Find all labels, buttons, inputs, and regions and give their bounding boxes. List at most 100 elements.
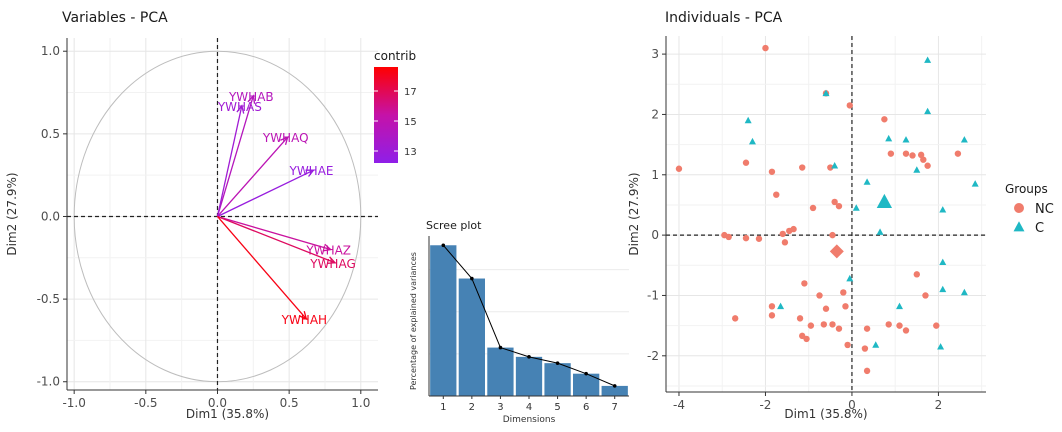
- individual-point-c: [924, 107, 932, 115]
- individual-point-nc: [768, 303, 776, 310]
- individual-point-nc: [863, 367, 871, 375]
- y-tick-label: 0.0: [41, 209, 60, 223]
- y-tick-label: 0.5: [41, 127, 60, 141]
- individual-point-nc: [913, 271, 921, 278]
- ind-y-axis-label: Dim2 (27.9%): [627, 172, 641, 255]
- scree-bar: [544, 363, 571, 396]
- legend-key-c: [1013, 221, 1025, 232]
- variable-arrow-ywhab: [216, 95, 254, 217]
- individual-point-c: [937, 343, 945, 350]
- individual-point-nc: [781, 239, 789, 246]
- variable-label-ywhab: YWHAB: [228, 90, 274, 104]
- individual-point-c: [748, 137, 756, 145]
- individual-point-c: [939, 285, 947, 293]
- individual-point-c: [896, 302, 904, 310]
- variable-arrow-head: [298, 311, 308, 321]
- contrib-legend-title: contrib: [374, 49, 416, 63]
- y-tick-label: 1.0: [41, 44, 60, 58]
- groups-legend: Groups NC C: [1005, 182, 1054, 236]
- scree-point: [584, 371, 588, 376]
- ind-x-tick-label: 2: [935, 398, 943, 412]
- individual-point-nc: [885, 321, 892, 328]
- scree-x-label: Dimensions: [503, 415, 556, 425]
- variable-label-ywhaq: YWHAQ: [262, 131, 309, 145]
- scree-bar: [430, 245, 457, 396]
- ind-x-axis-label: Dim1 (35.8%): [784, 407, 867, 421]
- scree-x-tick-label: 1: [440, 402, 446, 413]
- individual-point-nc: [835, 202, 843, 210]
- individual-point-c: [863, 178, 871, 185]
- legend-label-c: C: [1035, 221, 1044, 236]
- scree-point: [612, 384, 617, 388]
- ind-y-tick-label: 2: [651, 107, 659, 121]
- individual-point-c: [876, 228, 884, 235]
- colorbar-tick-label: 15: [404, 117, 417, 128]
- group-centroid-nc: [829, 244, 844, 259]
- groups-legend-title: Groups: [1005, 182, 1048, 196]
- individual-point-nc: [755, 235, 763, 242]
- individual-point-nc: [861, 345, 869, 352]
- x-tick-label: 1.0: [351, 396, 370, 410]
- individual-point-c: [744, 116, 752, 124]
- variable-arrow-ywhaq: [216, 136, 289, 217]
- variable-label-ywhaz: YWHAZ: [305, 244, 351, 258]
- individual-point-nc: [840, 289, 847, 296]
- individual-point-nc: [887, 150, 895, 157]
- scree-point: [555, 361, 560, 365]
- individual-point-nc: [742, 234, 750, 242]
- ind-y-tick-label: 3: [651, 47, 659, 61]
- variable-arrow-ywhas: [216, 105, 243, 217]
- individual-point-nc: [807, 322, 815, 329]
- individual-point-c: [831, 162, 839, 169]
- individual-point-nc: [725, 233, 732, 241]
- scree-x-tick-label: 7: [612, 402, 618, 413]
- variables-pca-panel: YWHABYWHASYWHAQYWHAEYWHAZYWHAGYWHAH-1.0-…: [5, 10, 417, 421]
- individual-point-nc: [796, 315, 804, 322]
- individual-point-nc: [675, 165, 683, 172]
- variable-arrow-ywhaz: [217, 215, 331, 251]
- variable-arrow-head: [236, 104, 245, 114]
- legend-label-nc: NC: [1035, 202, 1054, 217]
- individual-point-nc: [954, 150, 962, 157]
- variable-arrow-ywhah: [216, 216, 307, 320]
- individual-point-nc: [827, 164, 834, 171]
- variable-label-ywhah: YWHAH: [281, 313, 327, 327]
- individual-point-c: [777, 302, 785, 310]
- individual-point-nc: [820, 321, 828, 328]
- scree-plot-title: Scree plot: [426, 219, 482, 232]
- variable-label-ywhae: YWHAE: [288, 164, 333, 178]
- x-tick-label: 0.0: [208, 396, 227, 410]
- x-axis-label: Dim1 (35.8%): [186, 407, 269, 421]
- individual-point-nc: [917, 151, 925, 159]
- individual-point-nc: [731, 315, 739, 322]
- scree-point: [527, 355, 531, 359]
- x-tick-label: -0.5: [134, 396, 157, 410]
- scree-bar: [458, 278, 485, 396]
- individual-point-nc: [924, 162, 931, 169]
- individuals-pca-panel: -4 -2 0 2 -2 -1 0 1 2 3 Individuals - PCA Dim1 (35.…: [627, 10, 1054, 421]
- individual-point-c: [960, 136, 968, 143]
- scree-y-label: Percentage of explained variances: [409, 252, 418, 390]
- individual-point-c: [939, 206, 947, 213]
- colorbar-tick-label: 17: [404, 87, 417, 98]
- individual-point-nc: [881, 116, 888, 123]
- individual-point-nc: [896, 322, 903, 329]
- scree-x-tick-label: 2: [469, 402, 475, 413]
- scree-x-tick-label: 3: [497, 402, 503, 413]
- scree-bar: [487, 347, 514, 396]
- individual-point-nc: [762, 44, 769, 52]
- individual-point-nc: [822, 305, 830, 312]
- variable-arrow-head: [322, 243, 333, 252]
- ind-x-tick-label: -2: [759, 398, 771, 412]
- x-tick-label: 0.5: [280, 396, 299, 410]
- individual-point-nc: [933, 322, 940, 329]
- variable-arrow-head: [280, 136, 289, 146]
- y-tick-label: -0.5: [37, 292, 60, 306]
- individual-point-nc: [863, 325, 871, 332]
- variables-pca-title: Variables - PCA: [62, 10, 168, 26]
- individual-point-nc: [809, 204, 817, 212]
- individual-point-c: [872, 341, 880, 348]
- individual-point-nc: [816, 292, 823, 299]
- individual-point-c: [822, 89, 830, 97]
